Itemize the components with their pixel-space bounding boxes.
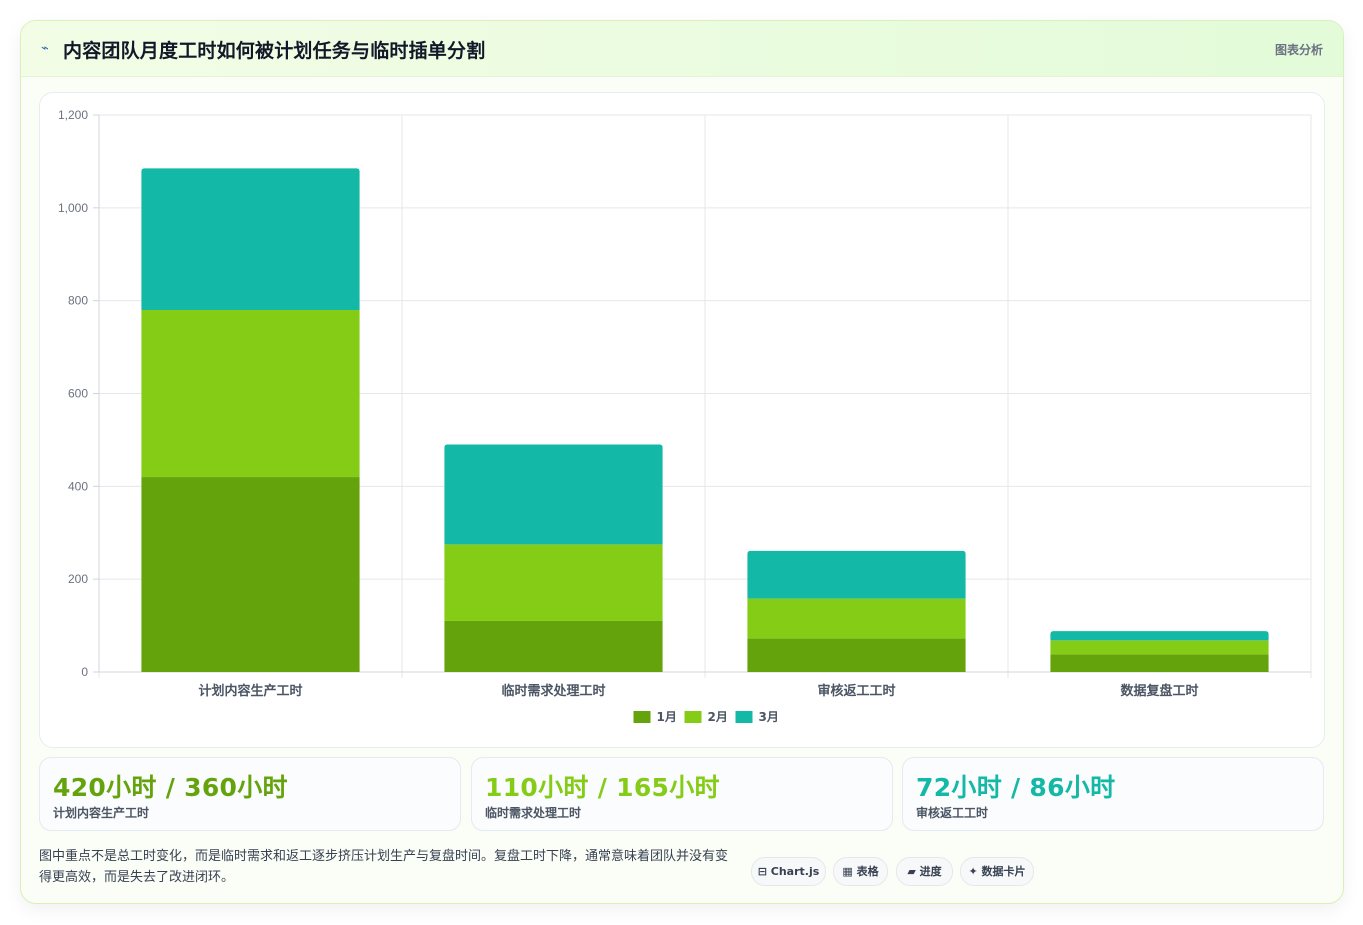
- pill-label: 表格: [856, 865, 879, 878]
- chart-icon: ⊟: [757, 865, 767, 878]
- legend-label: 3月: [759, 710, 779, 724]
- chart-trend-icon: ⌁: [41, 41, 49, 56]
- y-tick-label: 800: [68, 294, 88, 308]
- stat-label: 审核返工工时: [916, 806, 989, 820]
- sparkle-icon: ✦: [968, 865, 978, 878]
- stat-value: 72小时 / 86小时: [916, 773, 1116, 802]
- y-tick-label: 1,000: [58, 201, 88, 215]
- bar-segment: [141, 168, 360, 310]
- x-tick-label: 计划内容生产工时: [198, 683, 302, 699]
- stat-card-rework: 72小时 / 86小时 审核返工工时: [902, 757, 1324, 831]
- stat-label: 临时需求处理工时: [485, 806, 582, 820]
- pill-label: 数据卡片: [981, 865, 1026, 878]
- bar-segment: [444, 620, 663, 672]
- stat-label: 计划内容生产工时: [53, 806, 150, 820]
- pill-table[interactable]: ▦ 表格: [833, 857, 888, 886]
- bar-segment: [444, 444, 663, 545]
- legend-swatch: [684, 711, 702, 723]
- pill-progress[interactable]: ▰ 进度: [896, 857, 953, 886]
- y-tick-label: 600: [68, 387, 88, 401]
- bar-segment: [1050, 654, 1269, 672]
- legend-swatch: [735, 711, 753, 723]
- pill-chartjs[interactable]: ⊟ Chart.js: [751, 857, 826, 886]
- pill-label: Chart.js: [770, 865, 820, 878]
- x-tick-label: 审核返工工时: [817, 683, 895, 699]
- bar-segment: [747, 598, 966, 639]
- pill-data-card[interactable]: ✦ 数据卡片: [960, 857, 1034, 886]
- bar-segment: [747, 638, 966, 672]
- page-title: 内容团队月度工时如何被计划任务与临时插单分割: [63, 40, 486, 62]
- chart-area: 0 200 400 600 800 1,000 1,200 计划内容生产工时 临时需求处理工时 审…: [39, 92, 1325, 748]
- stat-card-adhoc: 110小时 / 165小时 临时需求处理工时: [471, 757, 893, 831]
- y-tick-label: 0: [81, 665, 88, 679]
- bar-segment: [747, 550, 966, 599]
- stat-value: 420小时 / 360小时: [53, 773, 288, 802]
- legend-label: 1月: [657, 710, 677, 724]
- bar-segment: [444, 544, 663, 621]
- bar-segment: [141, 309, 360, 478]
- x-tick-label: 数据复盘工时: [1120, 683, 1198, 699]
- progress-icon: ▰: [907, 865, 916, 878]
- y-tick-label: 400: [68, 479, 88, 493]
- legend-label: 2月: [708, 710, 728, 724]
- analysis-note: 图中重点不是总工时变化，而是临时需求和返工逐步挤压计划生产与复盘时间。复盘工时下…: [39, 849, 729, 885]
- table-icon: ▦: [842, 865, 853, 878]
- stat-card-planned: 420小时 / 360小时 计划内容生产工时: [39, 757, 461, 831]
- bar-segment: [1050, 631, 1269, 641]
- x-tick-label: 临时需求处理工时: [501, 683, 605, 699]
- bar-segment: [141, 477, 360, 672]
- bar-segment: [1050, 640, 1269, 655]
- analysis-tag: 图表分析: [1274, 43, 1323, 57]
- chart-card: ⌁ 内容团队月度工时如何被计划任务与临时插单分割 图表分析 0 200 400 600…: [20, 20, 1344, 904]
- stacked-bar-chart: 0 200 400 600 800 1,000 1,200 计划内容生产工时 临时需求处理工时 审…: [58, 108, 1312, 724]
- card-header: ⌁ 内容团队月度工时如何被计划任务与临时插单分割 图表分析: [21, 21, 1343, 77]
- legend-swatch: [633, 711, 651, 723]
- stat-value: 110小时 / 165小时: [485, 773, 720, 802]
- y-tick-label: 200: [68, 572, 88, 586]
- y-tick-label: 1,200: [58, 108, 88, 122]
- pill-label: 进度: [919, 865, 942, 878]
